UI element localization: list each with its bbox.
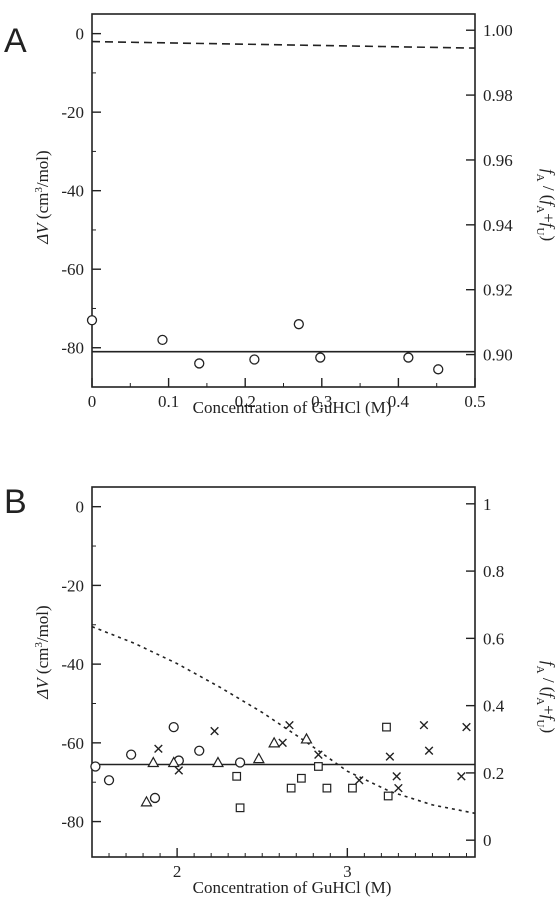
data-point-circle [249, 354, 260, 365]
data-point-cross [394, 783, 403, 793]
panel-letter-b: B [4, 483, 27, 521]
x-tick-label: 0.3 [311, 392, 332, 411]
data-point-triangle [167, 756, 180, 768]
y-left-tick-label: -20 [61, 103, 84, 122]
y-right-tick-label: 0.98 [483, 86, 513, 105]
data-point-circle [168, 721, 179, 733]
y-left-tick-label: 0 [76, 498, 85, 517]
y-right-tick-label: 0 [483, 831, 492, 850]
panel-b: 2 3 0 -20 -40 -60 -80 1 0.8 0.6 0.4 0.2 0 [61, 486, 505, 881]
y-right-tick-label: 0.96 [483, 151, 513, 170]
data-point-circle [194, 745, 205, 756]
y-left-tick-label: -40 [61, 182, 84, 201]
y-left-title-b: ΔV (cm3/mol) [33, 605, 52, 699]
x-tick-label: 0.4 [388, 392, 410, 411]
data-point-square [322, 783, 332, 793]
data-point-square [286, 783, 296, 793]
data-point-cross [457, 772, 466, 781]
y-left-tick-label: -60 [61, 734, 84, 753]
x-tick-label: 0.1 [158, 392, 179, 411]
y-right-title-a: fA / (fA+fU) [534, 169, 558, 241]
data-point-cross [385, 752, 395, 761]
y-right-tick-label: 0.94 [483, 216, 513, 235]
y-right-tick-label: 0.4 [483, 697, 505, 716]
y-right-tick-label: 0.90 [483, 346, 513, 365]
data-point-triangle [300, 732, 313, 744]
y-left-tick-label: 0 [76, 25, 85, 44]
data-point-cross [174, 766, 184, 775]
x-tick-label: 2 [173, 862, 182, 881]
plot-frame [91, 13, 476, 388]
data-point-circle [126, 749, 137, 760]
data-point-circle [293, 319, 304, 330]
data-point-square [232, 771, 242, 781]
data-point-cross [354, 775, 364, 785]
fraction-curve [91, 40, 476, 49]
data-point-cross [285, 720, 294, 730]
data-point-square [313, 762, 323, 771]
data-point-square [383, 791, 393, 801]
data-point-cross [210, 726, 219, 736]
data-point-square [348, 783, 357, 793]
data-point-circle [90, 761, 101, 772]
y-right-tick-label: 0.92 [483, 281, 513, 300]
data-point-triangle [252, 752, 265, 764]
y-right-tick-label: 0.6 [483, 629, 504, 648]
data-point-cross [154, 744, 163, 754]
data-point-cross [392, 772, 401, 781]
y-right-tick-label: 1 [483, 495, 492, 514]
x-axis-title-a: Concentration of GuHCl (M) [193, 398, 392, 417]
data-point-circle [433, 364, 444, 375]
y-right-tick-label: 0.8 [483, 562, 504, 581]
data-point-circle [194, 358, 205, 369]
data-point-circle [403, 352, 414, 363]
data-point-triangle [140, 795, 153, 807]
x-tick-label: 0.5 [464, 392, 485, 411]
data-point-circle [103, 775, 115, 786]
x-tick-label: 0 [88, 392, 97, 411]
panel-a: 0 0.1 0.2 0.3 0.4 0.5 0 -20 -40 -60 -80 1.00 0.98 0.9… [61, 13, 513, 411]
data-point-cross [314, 750, 323, 759]
fraction-curve [91, 625, 476, 815]
data-point-cross [278, 738, 287, 748]
data-point-circle [149, 792, 161, 804]
data-point-cross [424, 746, 434, 756]
y-left-tick-label: -20 [61, 576, 84, 595]
data-point-cross [462, 722, 471, 732]
data-point-circle [234, 757, 246, 768]
data-point-triangle [268, 736, 281, 748]
data-point-circle [157, 334, 168, 346]
data-point-cross [419, 720, 429, 730]
data-point-square [235, 803, 245, 813]
y-right-title-b: fA / (fA+fU) [534, 661, 558, 733]
y-left-tick-label: -40 [61, 655, 84, 674]
y-left-tick-label: -80 [61, 813, 84, 832]
y-left-title-a: ΔV (cm3/mol) [33, 150, 52, 244]
x-tick-label: 3 [343, 862, 352, 881]
y-right-tick-label: 0.2 [483, 764, 504, 783]
data-point-circle [315, 352, 326, 363]
y-right-tick-label: 1.00 [483, 21, 513, 40]
data-point-square [296, 773, 306, 783]
x-tick-label: 0.2 [235, 392, 256, 411]
data-point-triangle [147, 756, 160, 768]
data-point-circle [86, 315, 98, 326]
panel-letter-a: A [4, 22, 27, 60]
x-axis-title-b: Concentration of GuHCl (M) [193, 878, 392, 897]
data-point-triangle [211, 756, 224, 768]
data-point-square [382, 722, 391, 732]
y-left-tick-label: -60 [61, 260, 84, 279]
y-left-tick-label: -80 [61, 339, 84, 358]
plot-frame [91, 486, 476, 858]
